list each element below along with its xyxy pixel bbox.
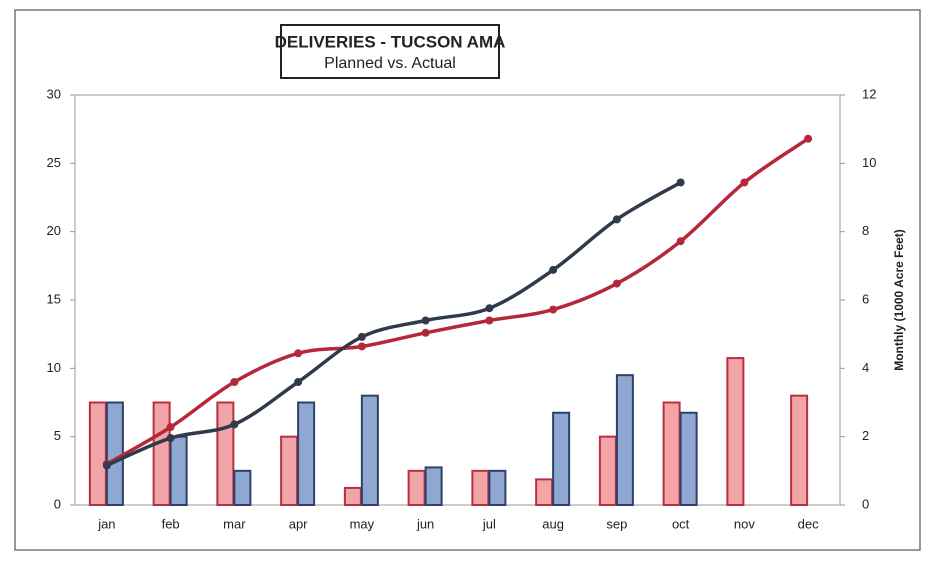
- x-tick-label: jan: [97, 516, 115, 531]
- bar: [424, 466, 443, 506]
- bar: [598, 435, 617, 506]
- y-tick-label: 15: [47, 291, 61, 306]
- bar: [679, 411, 698, 506]
- bar: [280, 435, 299, 506]
- line-point: [357, 342, 366, 351]
- line-point: [294, 349, 303, 358]
- line-point: [612, 215, 621, 224]
- bar: [726, 357, 745, 507]
- plot-area: [74, 94, 841, 506]
- chart-subtitle: Planned vs. Actual: [324, 55, 456, 72]
- y2-tick-label: 4: [862, 360, 869, 375]
- line-point: [421, 316, 430, 325]
- x-tick-label: jul: [482, 516, 496, 531]
- y-tick-label: 25: [47, 155, 61, 170]
- bar: [615, 374, 634, 506]
- x-tick-label: mar: [223, 516, 246, 531]
- line-point: [612, 279, 621, 288]
- y2-axis-label: Monthly (1000 Acre Feet): [892, 229, 906, 371]
- line-point: [166, 434, 175, 443]
- bar: [169, 435, 188, 506]
- bar: [471, 469, 490, 507]
- bar: [407, 469, 426, 507]
- line-point: [804, 134, 813, 143]
- chart-title: DELIVERIES - TUCSON AMA: [275, 32, 506, 51]
- y-tick-label: 0: [54, 496, 61, 511]
- line-point: [230, 420, 239, 429]
- line-point: [676, 178, 685, 187]
- bar: [297, 401, 316, 506]
- x-tick-label: dec: [798, 516, 819, 531]
- chart-frame: [14, 9, 921, 551]
- x-tick-label: apr: [289, 516, 308, 531]
- bar: [552, 411, 571, 506]
- bar: [343, 486, 362, 506]
- x-tick-label: may: [350, 516, 375, 531]
- line-point: [357, 332, 366, 341]
- y-tick-label: 30: [47, 86, 61, 101]
- bar: [488, 469, 507, 507]
- bar: [790, 394, 809, 506]
- line-point: [230, 378, 239, 386]
- line: [105, 137, 810, 466]
- line-point: [549, 265, 558, 274]
- y-tick-label: 5: [54, 428, 61, 443]
- bar: [88, 401, 107, 506]
- x-tick-label: nov: [734, 516, 755, 531]
- x-tick-label: sep: [606, 516, 627, 531]
- y2-tick-label: 10: [862, 155, 876, 170]
- x-tick-label: feb: [162, 516, 180, 531]
- x-tick-label: oct: [672, 516, 690, 531]
- line-point: [485, 316, 494, 325]
- x-tick-label: aug: [542, 516, 564, 531]
- line-point: [676, 237, 685, 246]
- bar: [535, 478, 554, 506]
- line: [106, 180, 682, 467]
- line-point: [485, 304, 494, 313]
- y2-tick-label: 6: [862, 291, 869, 306]
- y2-tick-label: 2: [862, 428, 869, 443]
- bar: [662, 401, 681, 506]
- bar: [152, 401, 171, 506]
- line-point: [549, 305, 558, 314]
- y2-tick-label: 0: [862, 496, 869, 511]
- line-point: [740, 178, 749, 187]
- title-box: [280, 24, 500, 79]
- y-tick-label: 10: [47, 360, 61, 375]
- line-point: [421, 328, 430, 337]
- line-point: [294, 378, 303, 386]
- y-tick-label: 20: [47, 223, 61, 238]
- x-tick-label: jun: [416, 516, 434, 531]
- line-point: [166, 423, 175, 432]
- line-point: [102, 461, 111, 470]
- y2-tick-label: 12: [862, 86, 876, 101]
- y2-tick-label: 8: [862, 223, 869, 238]
- bar: [105, 401, 124, 506]
- bar: [233, 469, 252, 507]
- bar: [360, 394, 379, 506]
- bar: [216, 401, 235, 506]
